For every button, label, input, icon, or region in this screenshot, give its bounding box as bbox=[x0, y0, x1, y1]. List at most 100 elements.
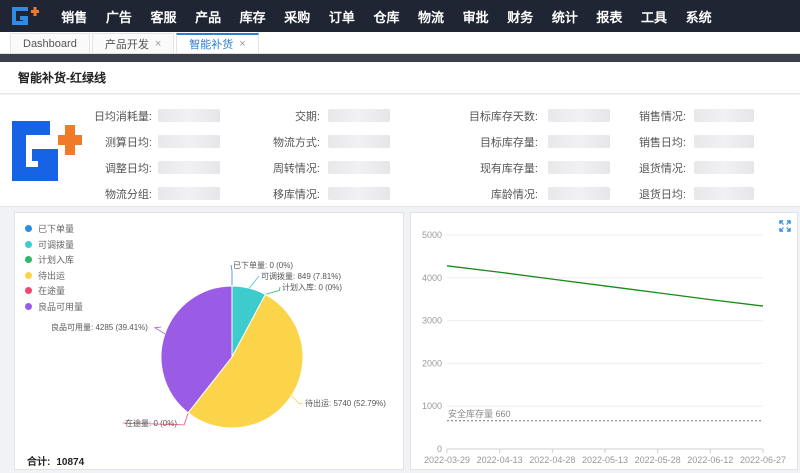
nav-item-13[interactable]: 工具 bbox=[641, 9, 668, 25]
legend-dot bbox=[25, 256, 32, 263]
nav-item-11[interactable]: 统计 bbox=[551, 9, 578, 25]
legend-item-2[interactable]: 计划入库 bbox=[25, 253, 74, 266]
y-tick-label: 3000 bbox=[422, 316, 442, 326]
nav-item-3[interactable]: 产品 bbox=[195, 9, 222, 25]
legend-dot bbox=[25, 271, 32, 279]
field-value-redacted bbox=[694, 161, 754, 174]
field-label-2-0: 调整日均: bbox=[104, 163, 152, 175]
total-label: 合计: bbox=[27, 457, 51, 468]
legend-dot bbox=[25, 225, 32, 232]
field-value-redacted bbox=[158, 135, 220, 148]
nav-item-1[interactable]: 广告 bbox=[105, 9, 132, 25]
close-icon[interactable]: × bbox=[239, 38, 246, 50]
legend-label: 在途量 bbox=[38, 286, 66, 296]
field-label-3-3: 退货日均: bbox=[638, 189, 686, 201]
field-label-3-1: 移库情况: bbox=[272, 189, 320, 201]
field-label-0-0: 日均消耗量: bbox=[93, 111, 152, 123]
y-tick-label: 5000 bbox=[422, 230, 442, 240]
legend-label: 待出运 bbox=[38, 270, 66, 281]
pie-label-4: 在途量: 0 (0%) bbox=[125, 418, 177, 428]
field-label-0-2: 目标库存天数: bbox=[468, 111, 538, 123]
top-navbar: 销售 广告 客服 产品 库存 采购 订单 仓库 物流 审批 财务 统计 报表 工具 系统 bbox=[0, 0, 800, 32]
line-chart-panel: 0 1000 2000 3000 4000 5000 2022-03-29 2022-04-1… bbox=[410, 212, 798, 470]
pie-chart: 已下单量: 0 (0%)可调拨量: 849 (7.81%)计划入库: 0 (0%… bbox=[51, 260, 386, 429]
field-label-0-3: 销售情况: bbox=[638, 111, 686, 123]
legend-item-1[interactable]: 可调拨量 bbox=[25, 238, 74, 251]
y-tick-label: 4000 bbox=[422, 273, 442, 283]
expand-icon[interactable] bbox=[779, 220, 791, 232]
series-line-0[interactable] bbox=[446, 265, 764, 307]
pie-label-1: 可调拨量: 849 (7.81%) bbox=[261, 271, 341, 281]
app-logo[interactable] bbox=[0, 0, 52, 32]
field-label-3-0: 物流分组: bbox=[104, 189, 152, 201]
field-value-redacted bbox=[694, 135, 754, 148]
legend-item-5[interactable]: 良品可用量 bbox=[25, 300, 83, 313]
field-value-redacted bbox=[328, 187, 390, 200]
pie-leader-line bbox=[122, 412, 189, 426]
field-label-1-1: 物流方式: bbox=[272, 137, 320, 149]
field-label-1-3: 销售日均: bbox=[638, 137, 686, 149]
brand-logo bbox=[12, 121, 82, 181]
pie-leader-line bbox=[153, 326, 166, 335]
close-icon[interactable]: × bbox=[154, 37, 162, 50]
x-tick-label: 2022-04-13 bbox=[477, 455, 523, 465]
pie-label-0: 已下单量: 0 (0%) bbox=[233, 260, 293, 270]
legend-item-0[interactable]: 已下单量 bbox=[25, 222, 74, 235]
tab-label: 智能补货 bbox=[189, 39, 234, 51]
legend-label: 可调拨量 bbox=[38, 239, 75, 250]
field-value-redacted bbox=[548, 161, 610, 174]
legend-item-3[interactable]: 待出运 bbox=[25, 269, 65, 282]
pie-label-5: 良品可用量: 4285 (39.41%) bbox=[51, 322, 148, 332]
pie-leader-line bbox=[291, 395, 304, 405]
x-tick-label: 2022-04-28 bbox=[529, 455, 575, 465]
nav-item-14[interactable]: 系统 bbox=[685, 9, 712, 25]
field-label-1-0: 测算日均: bbox=[104, 137, 152, 149]
nav-item-2[interactable]: 客服 bbox=[150, 9, 177, 25]
header-strip bbox=[0, 54, 800, 62]
field-value-redacted bbox=[158, 187, 220, 200]
tab-0[interactable]: Dashboard bbox=[10, 33, 90, 53]
field-value-redacted bbox=[328, 109, 390, 122]
tab-label: 产品开发 bbox=[104, 38, 149, 51]
nav-item-6[interactable]: 订单 bbox=[328, 9, 355, 25]
pie-leader-line bbox=[230, 264, 233, 286]
x-tick-label: 2022-06-27 bbox=[740, 455, 786, 465]
field-value-redacted bbox=[328, 135, 390, 148]
nav-item-8[interactable]: 物流 bbox=[418, 9, 445, 25]
pie-leader-line bbox=[248, 275, 260, 289]
legend-dot bbox=[25, 287, 32, 294]
pie-label-3: 待出运: 5740 (52.79%) bbox=[305, 398, 386, 408]
tab-2[interactable]: 智能补货 × bbox=[176, 33, 259, 53]
safety-stock-label: 安全库存量 660 bbox=[448, 408, 511, 419]
nav-item-10[interactable]: 财务 bbox=[507, 9, 534, 25]
field-value-redacted bbox=[328, 161, 390, 174]
tab-bar: Dashboard 产品开发 × 智能补货 × bbox=[0, 32, 800, 54]
pie-slice-3[interactable] bbox=[187, 293, 304, 429]
main-menu: 销售 广告 客服 产品 库存 采购 订单 仓库 物流 审批 财务 统计 报表 工具 系统 bbox=[52, 0, 721, 32]
field-value-redacted bbox=[158, 161, 220, 174]
nav-item-12[interactable]: 报表 bbox=[596, 9, 623, 25]
pie-chart-panel: 已下单量可调拨量计划入库待出运在途量良品可用量 已下单量: 0 (0%) 可调拨量… bbox=[14, 212, 404, 470]
legend-item-4[interactable]: 在途量 bbox=[25, 284, 65, 297]
tab-1[interactable]: 产品开发 × bbox=[91, 33, 175, 53]
field-label-3-2: 库龄情况: bbox=[490, 189, 538, 201]
pie-slice-5[interactable] bbox=[160, 285, 233, 414]
x-tick-label: 2022-05-13 bbox=[582, 455, 628, 465]
nav-item-9[interactable]: 审批 bbox=[462, 9, 489, 25]
page-title: 智能补货-红绿线 bbox=[0, 62, 800, 94]
y-tick-label: 2000 bbox=[422, 358, 442, 368]
field-value-redacted bbox=[694, 109, 754, 122]
nav-item-7[interactable]: 仓库 bbox=[373, 9, 400, 25]
total-value: 10874 bbox=[56, 457, 85, 468]
field-value-redacted bbox=[548, 109, 610, 122]
nav-item-5[interactable]: 采购 bbox=[284, 9, 311, 25]
pie-label-2: 计划入库: 0 (0%) bbox=[282, 282, 342, 292]
field-value-redacted bbox=[158, 109, 220, 122]
nav-item-0[interactable]: 销售 bbox=[61, 9, 88, 25]
legend-dot bbox=[25, 302, 32, 310]
field-label-0-1: 交期: bbox=[294, 111, 320, 123]
line-chart: 0 1000 2000 3000 4000 5000 2022-03-29 2022-04-1… bbox=[422, 230, 786, 465]
x-tick-label: 2022-06-12 bbox=[687, 455, 733, 465]
nav-item-4[interactable]: 库存 bbox=[239, 9, 266, 25]
field-value-redacted bbox=[548, 135, 610, 148]
